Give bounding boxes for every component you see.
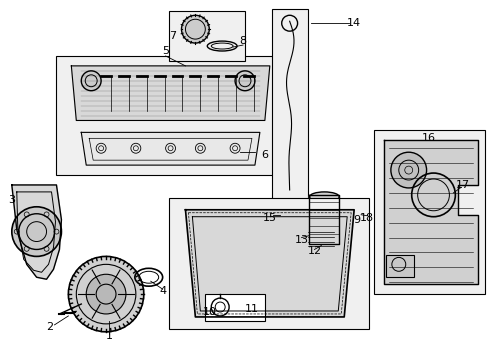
Text: 9: 9	[354, 215, 361, 225]
Circle shape	[69, 256, 144, 332]
Bar	[205, 294, 265, 321]
Text: 10: 10	[203, 307, 217, 317]
Polygon shape	[12, 185, 61, 279]
Circle shape	[181, 15, 209, 43]
Text: 18: 18	[360, 213, 374, 223]
Text: 5: 5	[162, 46, 169, 56]
Bar	[308, 228, 334, 249]
Text: 8: 8	[240, 36, 246, 46]
Text: 16: 16	[421, 133, 436, 143]
Bar	[169, 11, 245, 61]
Bar	[386, 255, 414, 277]
Text: 1: 1	[105, 331, 113, 341]
Text: 2: 2	[46, 322, 53, 332]
Text: 12: 12	[307, 247, 321, 256]
Text: 6: 6	[261, 150, 269, 160]
Circle shape	[344, 205, 364, 225]
Polygon shape	[72, 66, 270, 121]
Circle shape	[86, 274, 126, 314]
Polygon shape	[81, 132, 260, 165]
Text: 4: 4	[159, 286, 166, 296]
Text: 15: 15	[263, 213, 277, 223]
Text: 13: 13	[294, 234, 309, 244]
Text: 14: 14	[347, 18, 361, 28]
Text: 3: 3	[8, 195, 15, 205]
Bar	[313, 249, 329, 257]
Circle shape	[12, 207, 61, 256]
Text: 17: 17	[456, 180, 470, 190]
Bar	[169, 198, 369, 329]
Polygon shape	[310, 195, 339, 244]
Bar	[56, 56, 280, 175]
Ellipse shape	[310, 192, 339, 202]
Circle shape	[235, 71, 255, 91]
Circle shape	[391, 152, 427, 188]
Circle shape	[81, 71, 101, 91]
Text: 7: 7	[169, 31, 176, 41]
Bar	[374, 130, 485, 294]
Text: 11: 11	[245, 304, 259, 314]
Bar	[272, 9, 308, 200]
Polygon shape	[384, 140, 478, 284]
Polygon shape	[185, 210, 354, 317]
Bar	[347, 220, 361, 235]
